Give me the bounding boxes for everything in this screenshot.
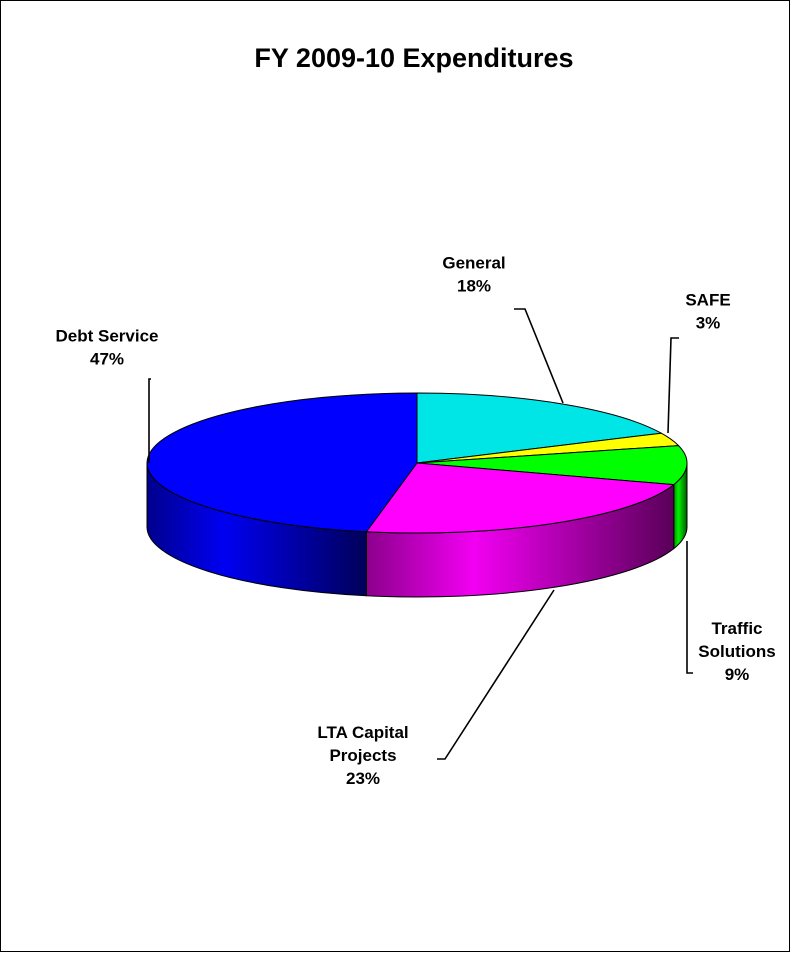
pie-slice-traffic-solutions (416, 445, 688, 486)
leader-line-lta-capital-projects (437, 589, 555, 760)
slice-label-line: General (442, 254, 505, 273)
slice-label-line: Traffic (711, 619, 762, 638)
slice-label-line: 23% (346, 769, 380, 788)
pie-sides (146, 462, 688, 598)
pie-slice-general (416, 392, 662, 464)
slice-labels: General 18% SAFE 3% Traffic Solutions 9% LTA Ca… (56, 254, 776, 789)
leader-line-general (514, 308, 564, 404)
slice-label-line: 9% (725, 665, 750, 684)
slice-label-line: SAFE (685, 291, 730, 310)
slice-label-line: 18% (457, 277, 491, 296)
slice-label-line: LTA Capital (317, 723, 408, 742)
slice-label-safe: SAFE 3% (685, 291, 730, 333)
slice-label-line: Projects (329, 746, 396, 765)
chart-title: FY 2009-10 Expenditures (254, 43, 573, 73)
slice-label-line: Solutions (698, 642, 775, 661)
pie-slice-lta-capital-projects (365, 462, 675, 534)
leader-line-traffic-solutions (686, 541, 693, 674)
slice-label-traffic-solutions: Traffic Solutions 9% (698, 619, 775, 684)
slice-label-line: Debt Service (56, 327, 159, 346)
leader-line-safe (667, 337, 679, 434)
slice-label-line: 3% (696, 314, 721, 333)
leader-line-debt-service (148, 378, 151, 463)
pie-top (146, 392, 688, 534)
slice-label-lta-capital-projects: LTA Capital Projects 23% (317, 723, 408, 788)
slice-label-general: General 18% (442, 254, 505, 296)
slice-label-line: 47% (90, 350, 124, 369)
leader-lines (148, 308, 693, 760)
slice-label-debt-service: Debt Service 47% (56, 327, 159, 369)
